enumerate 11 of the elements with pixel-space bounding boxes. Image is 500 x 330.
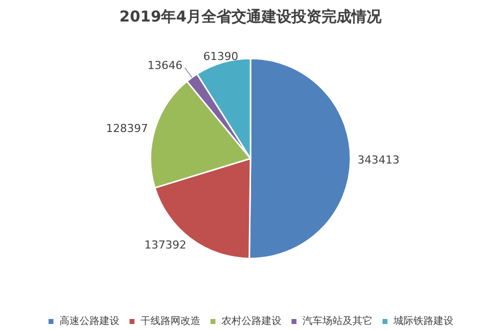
data-label: 343413 [358,154,400,167]
data-label: 13646 [148,59,183,72]
legend-label: 汽车场站及其它 [302,314,372,328]
legend-label: 农村公路建设 [222,314,282,328]
data-label: 128397 [106,122,148,136]
legend-label: 高速公路建设 [60,314,120,328]
legend-label: 城际铁路建设 [394,314,454,328]
data-label: 137392 [144,238,186,252]
data-label: 61390 [203,50,238,64]
legend-label: 干线路网改造 [140,314,200,328]
chart-title: 2019年4月全省交通建设投资完成情况 [119,8,383,26]
